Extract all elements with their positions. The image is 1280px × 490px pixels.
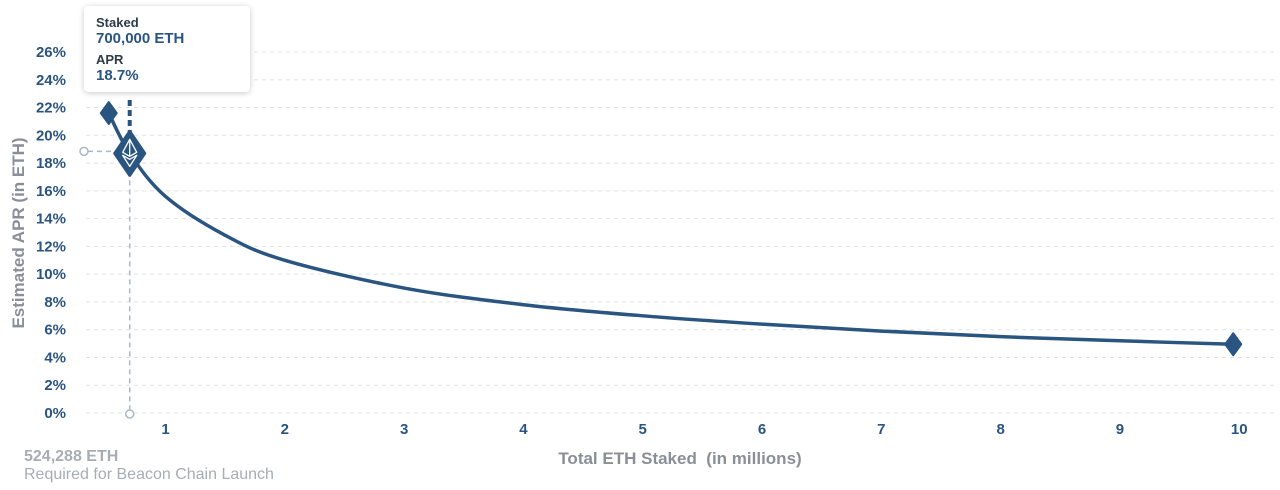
y-tick-label: 16% <box>36 183 66 200</box>
x-tick-label: 8 <box>996 421 1004 438</box>
y-axis-title: Estimated APR (in ETH) <box>9 137 28 328</box>
x-tick-label: 9 <box>1116 421 1124 438</box>
beacon-chain-note: 524,288 ETH Required for Beacon Chain La… <box>24 448 274 484</box>
x-tick-label: 10 <box>1231 421 1248 438</box>
y-tick-label: 10% <box>36 266 66 283</box>
highlight-guide-x-end <box>124 409 135 419</box>
y-axis-ticks: 0% 2% 4% 6% 8% 10% 12% 14% 16% 18% 20% 22% 24% 26% <box>36 44 66 422</box>
y-tick-label: 0% <box>44 405 66 422</box>
ethereum-icon <box>122 138 138 168</box>
y-tick-label: 26% <box>36 44 66 61</box>
highlight-point-marker[interactable] <box>113 129 147 177</box>
y-tick-label: 24% <box>36 72 66 89</box>
y-tick-label: 4% <box>44 349 66 366</box>
highlight-guide-y-end <box>79 146 89 157</box>
y-tick-label: 12% <box>36 238 66 255</box>
beacon-chain-caption: Required for Beacon Chain Launch <box>24 466 274 483</box>
x-axis-ticks: 1 2 3 4 5 6 7 8 9 10 <box>161 421 1247 438</box>
apr-curve-line[interactable] <box>107 111 1235 347</box>
grid-lines <box>86 51 1275 414</box>
y-tick-label: 8% <box>44 294 66 311</box>
y-tick-label: 22% <box>36 100 66 117</box>
x-tick-label: 5 <box>639 421 647 438</box>
highlight-guides <box>79 100 135 419</box>
y-tick-label: 2% <box>44 377 66 394</box>
tooltip-staked-value: 700,000 ETH <box>96 30 185 47</box>
curve-markers <box>99 101 1243 357</box>
tooltip-staked-label: Staked <box>96 15 139 30</box>
tooltip-apr-label: APR <box>96 52 124 67</box>
x-tick-label: 6 <box>758 421 766 438</box>
x-tick-label: 4 <box>519 421 528 438</box>
x-tick-label: 1 <box>161 421 169 438</box>
y-tick-label: 18% <box>36 155 66 172</box>
hover-tooltip: Staked 700,000 ETH APR 18.7% <box>84 6 250 92</box>
end-point-marker <box>1224 332 1243 357</box>
x-tick-label: 7 <box>877 421 885 438</box>
y-tick-label: 14% <box>36 211 66 228</box>
x-axis-title: Total ETH Staked (in millions) <box>558 449 801 468</box>
beacon-chain-minimum-value: 524,288 ETH <box>24 448 119 465</box>
y-tick-label: 6% <box>44 322 66 339</box>
tooltip-apr-value: 18.7% <box>96 67 139 84</box>
start-point-marker <box>99 101 118 126</box>
y-tick-label: 20% <box>36 127 66 144</box>
x-tick-label: 2 <box>281 421 289 438</box>
x-tick-label: 3 <box>400 421 408 438</box>
